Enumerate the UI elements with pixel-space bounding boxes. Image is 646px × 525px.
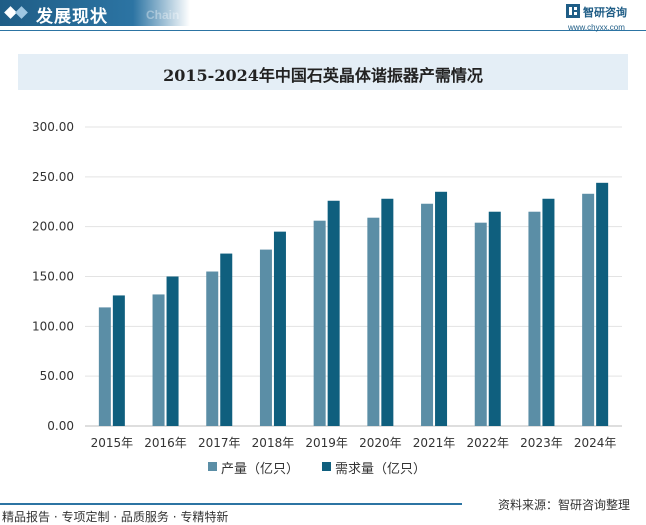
legend-label-demand: 需求量（亿只） (335, 462, 427, 477)
bar-demand (273, 231, 286, 426)
bar-production (474, 222, 487, 426)
bar-production (421, 203, 434, 426)
bar-production (152, 294, 165, 426)
header-banner: 发展现状 Chain (0, 0, 190, 27)
bar-demand (327, 200, 340, 426)
bar-production (528, 211, 541, 426)
x-tick-label: 2018年 (252, 436, 295, 450)
header-divider (0, 30, 646, 31)
bar-production (313, 220, 326, 426)
y-tick-label: 200.00 (32, 220, 74, 234)
bar-production (582, 193, 595, 426)
brand-logo: 智研咨询 www.chyxx.com (566, 4, 642, 34)
x-tick-label: 2015年 (91, 436, 134, 450)
bar-production (367, 217, 380, 426)
bar-demand (166, 276, 179, 426)
x-tick-label: 2023年 (520, 436, 563, 450)
x-tick-label: 2021年 (413, 436, 456, 450)
bar-demand (220, 253, 233, 426)
x-tick-label: 2020年 (359, 436, 402, 450)
legend-label-production: 产量（亿只） (221, 462, 300, 477)
y-tick-label: 100.00 (32, 319, 74, 333)
bar-demand (488, 211, 501, 426)
y-tick-label: 250.00 (32, 170, 74, 184)
x-tick-label: 2017年 (198, 436, 241, 450)
bar-demand (596, 182, 609, 426)
bar-demand (112, 295, 125, 426)
bar-demand (381, 198, 394, 426)
x-tick-label: 2022年 (466, 436, 509, 450)
logo-name: 智研咨询 (583, 6, 627, 19)
x-tick-label: 2024年 (574, 436, 617, 450)
bar-demand (542, 198, 555, 426)
y-tick-label: 50.00 (40, 369, 74, 383)
footer-tagline: 精品报告 · 专项定制 · 品质服务 · 专精特新 (2, 510, 229, 524)
section-title-en: Chain (146, 8, 180, 22)
section-title: 发展现状 (36, 7, 108, 27)
chart-title: 2015-2024年中国石英晶体谐振器产需情况 (163, 66, 483, 85)
footer-divider (0, 503, 462, 505)
chart-title-box: 2015-2024年中国石英晶体谐振器产需情况 (18, 54, 628, 90)
legend-swatch-demand (322, 462, 331, 471)
y-tick-label: 0.00 (47, 419, 74, 433)
legend-swatch-production (208, 462, 217, 471)
logo-url: www.chyxx.com (568, 23, 625, 32)
page-header: 发展现状 Chain 智研咨询 www.chyxx.com (0, 0, 646, 34)
source-note: 资料来源：智研咨询整理 (498, 498, 631, 512)
x-tick-label: 2016年 (144, 436, 187, 450)
y-tick-label: 300.00 (32, 120, 74, 134)
x-tick-label: 2019年 (305, 436, 348, 450)
y-tick-label: 150.00 (32, 270, 74, 284)
logo-icon (566, 4, 580, 18)
bar-production (98, 307, 111, 426)
bar-demand (435, 191, 448, 426)
bar-production (206, 271, 219, 426)
bar-production (259, 249, 272, 426)
